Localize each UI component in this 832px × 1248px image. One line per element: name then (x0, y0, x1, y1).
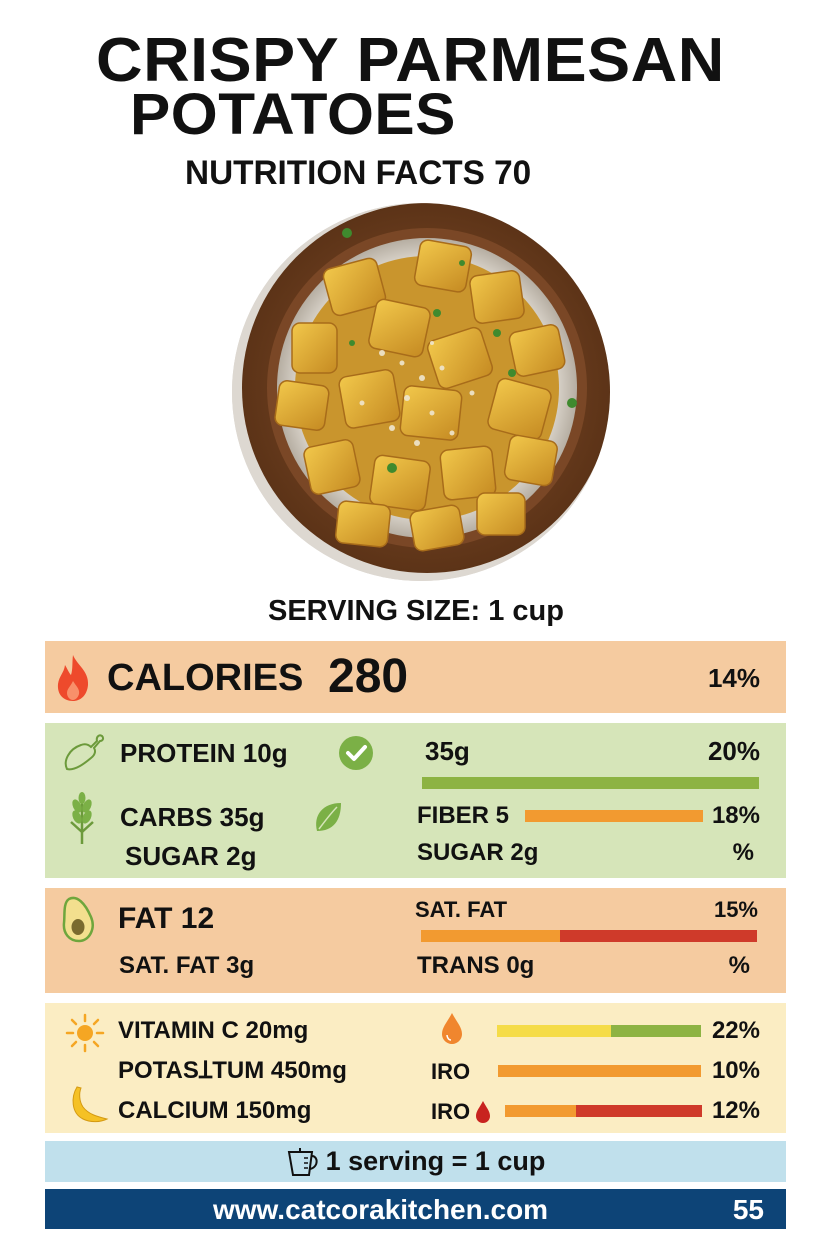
calcium-right-label: IRO (431, 1099, 471, 1124)
footer: www.catcorakitchen.com 55 (45, 1189, 786, 1229)
potassium-label: POTASꞱTUM 450mg (118, 1057, 347, 1084)
droplet-icon (440, 1011, 464, 1045)
potassium-right-label: IRO (431, 1059, 471, 1084)
sat-fat-bar-orange (421, 930, 560, 942)
calcium-percent: 12% (711, 1097, 760, 1124)
sugar-label-left: SUGAR 2g (125, 841, 257, 871)
blood-drop-icon (475, 1100, 491, 1124)
carbs-label: CARBS 35g (120, 802, 265, 832)
banana-icon (67, 1085, 109, 1125)
calcium-bar-red (576, 1105, 702, 1117)
calories-label: CALORIES (107, 657, 304, 699)
calcium-label: CALCIUM 150mg (118, 1097, 312, 1124)
calcium-bar-orange (505, 1105, 576, 1117)
trans-fat-percent: % (728, 952, 750, 979)
serving-note-section: 1 serving = 1 cup (45, 1141, 786, 1182)
footer-number: 55 (732, 1194, 764, 1225)
nutrition-facts-subtitle: NUTRITION FACTS 70 (185, 154, 532, 192)
food-photo (232, 203, 610, 581)
carbs-progress-bar (422, 777, 759, 789)
wheat-icon (67, 792, 97, 846)
protein-label: PROTEIN 10g (120, 738, 288, 768)
vitamins-section: VITAMIN C 20mg 22% POTASꞱTUM 450mg IRO 1… (45, 1003, 786, 1133)
fat-section: FAT 12 SAT. FAT 15% SAT. FAT 3g TRANS 0g… (45, 888, 786, 993)
recipe-title-line2: POTATOES (130, 82, 456, 147)
calories-value: 280 (328, 650, 409, 703)
avocado-icon (61, 895, 97, 943)
leaf-icon (313, 801, 343, 833)
drumstick-icon (61, 731, 105, 773)
vitamin-c-percent: 22% (711, 1017, 760, 1044)
sat-fat-label-left: SAT. FAT 3g (119, 952, 255, 979)
sat-fat-label-right: SAT. FAT (415, 897, 508, 922)
potassium-bar (498, 1065, 701, 1077)
check-circle-icon (338, 735, 374, 771)
calories-percent: 14% (707, 663, 760, 693)
sat-fat-bar-red (560, 930, 757, 942)
sat-fat-percent: 15% (713, 897, 758, 922)
fiber-label: FIBER 5 (417, 802, 510, 829)
sugar-label-right: SUGAR 2g (417, 839, 539, 866)
trans-fat-label: TRANS 0g (417, 952, 535, 979)
vitamin-c-label: VITAMIN C 20mg (118, 1017, 309, 1044)
fiber-progress-bar (525, 810, 703, 822)
vitamin-c-bar-green (611, 1025, 701, 1037)
fiber-percent: 18% (711, 802, 760, 829)
recipe-title-line1: CRISPY PARMESAN (96, 26, 725, 95)
fat-label: FAT 12 (118, 902, 215, 935)
vitamin-c-bar-yellow (497, 1025, 611, 1037)
flame-icon (53, 653, 93, 703)
website-link[interactable]: www.catcorakitchen.com (213, 1194, 549, 1225)
macros-section: PROTEIN 10g 35g 20% CARBS 35g FIBER 5 (45, 723, 786, 878)
carb-amount-percent: 20% (707, 736, 760, 766)
carb-amount-label: 35g (425, 736, 470, 766)
potassium-percent: 10% (711, 1057, 760, 1084)
serving-size-heading: SERVING SIZE: 1 cup (268, 595, 564, 627)
measuring-cup-icon (286, 1147, 320, 1177)
serving-note-text: 1 serving = 1 cup (325, 1146, 546, 1176)
sugar-percent: % (732, 839, 754, 866)
sun-icon (65, 1013, 105, 1053)
calories-section: CALORIES 280 14% (45, 641, 786, 713)
